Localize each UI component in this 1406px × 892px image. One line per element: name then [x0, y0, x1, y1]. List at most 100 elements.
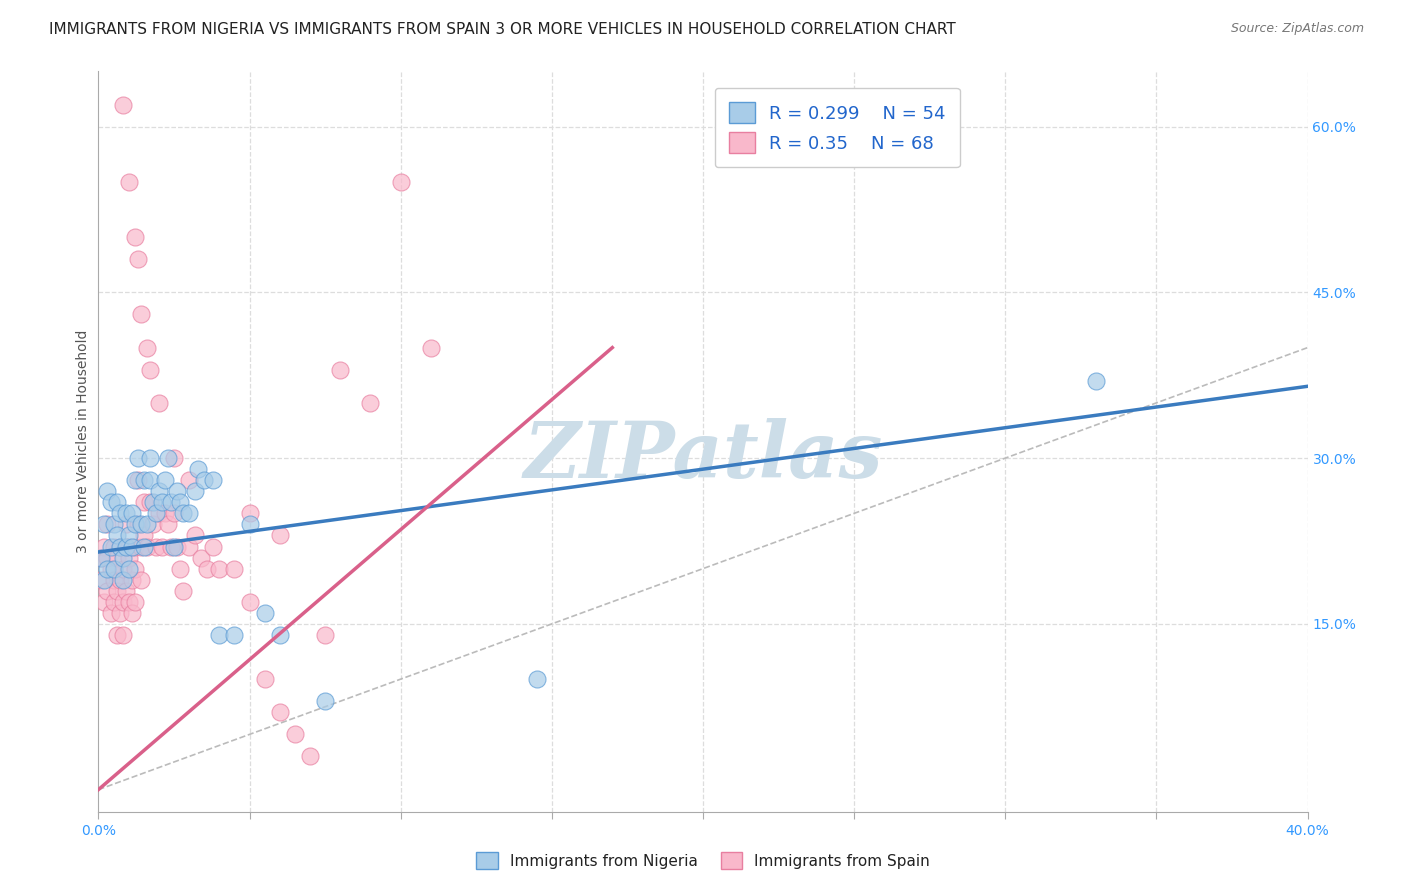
- Text: IMMIGRANTS FROM NIGERIA VS IMMIGRANTS FROM SPAIN 3 OR MORE VEHICLES IN HOUSEHOLD: IMMIGRANTS FROM NIGERIA VS IMMIGRANTS FR…: [49, 22, 956, 37]
- Point: [129, 540, 152, 554]
- Point: [129, 573, 152, 587]
- Point: [111, 550, 134, 565]
- Point: [124, 595, 146, 609]
- Point: [121, 606, 143, 620]
- Point: [111, 97, 134, 112]
- Point: [202, 540, 225, 554]
- Point: [127, 451, 149, 466]
- Point: [179, 473, 201, 487]
- Y-axis label: 3 or more Vehicles in Household: 3 or more Vehicles in Household: [76, 330, 90, 553]
- Point: [160, 540, 183, 554]
- Point: [121, 507, 143, 521]
- Point: [105, 550, 128, 565]
- Point: [153, 473, 176, 487]
- Point: [108, 540, 131, 554]
- Point: [96, 583, 118, 598]
- Point: [139, 473, 162, 487]
- Point: [193, 473, 215, 487]
- Point: [253, 606, 276, 620]
- Point: [253, 672, 276, 686]
- Point: [118, 175, 141, 189]
- Point: [224, 561, 246, 575]
- Point: [103, 540, 125, 554]
- Point: [105, 628, 128, 642]
- Point: [314, 694, 336, 708]
- Point: [224, 628, 246, 642]
- Point: [114, 583, 136, 598]
- Point: [124, 517, 146, 532]
- Point: [114, 517, 136, 532]
- Point: [118, 528, 141, 542]
- Point: [132, 495, 155, 509]
- Point: [132, 540, 155, 554]
- Point: [172, 583, 194, 598]
- Point: [127, 517, 149, 532]
- Point: [103, 561, 125, 575]
- Point: [108, 606, 131, 620]
- Point: [118, 540, 141, 554]
- Point: [111, 595, 134, 609]
- Point: [150, 495, 173, 509]
- Point: [96, 550, 118, 565]
- Point: [90, 550, 112, 565]
- Point: [100, 540, 122, 554]
- Point: [187, 462, 209, 476]
- Point: [121, 573, 143, 587]
- Point: [105, 495, 128, 509]
- Legend: R = 0.299    N = 54, R = 0.35    N = 68: R = 0.299 N = 54, R = 0.35 N = 68: [714, 87, 960, 168]
- Point: [160, 495, 183, 509]
- Point: [156, 517, 179, 532]
- Point: [179, 507, 201, 521]
- Point: [111, 561, 134, 575]
- Point: [239, 507, 262, 521]
- Point: [135, 517, 157, 532]
- Point: [148, 507, 170, 521]
- Point: [239, 595, 262, 609]
- Point: [111, 573, 134, 587]
- Point: [153, 507, 176, 521]
- Point: [139, 451, 162, 466]
- Point: [329, 362, 352, 376]
- Text: Source: ZipAtlas.com: Source: ZipAtlas.com: [1230, 22, 1364, 36]
- Point: [129, 308, 152, 322]
- Point: [314, 628, 336, 642]
- Legend: Immigrants from Nigeria, Immigrants from Spain: Immigrants from Nigeria, Immigrants from…: [470, 846, 936, 875]
- Point: [184, 484, 207, 499]
- Point: [139, 362, 162, 376]
- Point: [108, 573, 131, 587]
- Text: ZIPatlas: ZIPatlas: [523, 418, 883, 494]
- Point: [202, 473, 225, 487]
- Point: [124, 473, 146, 487]
- Point: [208, 561, 231, 575]
- Point: [93, 595, 115, 609]
- Point: [135, 341, 157, 355]
- Point: [90, 573, 112, 587]
- Point: [169, 495, 191, 509]
- Point: [103, 517, 125, 532]
- Point: [93, 573, 115, 587]
- Point: [108, 507, 131, 521]
- Point: [139, 495, 162, 509]
- Point: [114, 540, 136, 554]
- Point: [145, 540, 167, 554]
- Point: [96, 517, 118, 532]
- Point: [156, 451, 179, 466]
- Point: [526, 672, 548, 686]
- Point: [127, 252, 149, 267]
- Point: [284, 727, 307, 741]
- Point: [166, 484, 188, 499]
- Point: [129, 517, 152, 532]
- Point: [299, 749, 322, 764]
- Point: [105, 528, 128, 542]
- Point: [148, 396, 170, 410]
- Point: [124, 561, 146, 575]
- Point: [163, 451, 186, 466]
- Point: [169, 561, 191, 575]
- Point: [100, 495, 122, 509]
- Point: [96, 484, 118, 499]
- Point: [111, 628, 134, 642]
- Point: [195, 561, 218, 575]
- Point: [118, 561, 141, 575]
- Point: [360, 396, 382, 410]
- Point: [96, 561, 118, 575]
